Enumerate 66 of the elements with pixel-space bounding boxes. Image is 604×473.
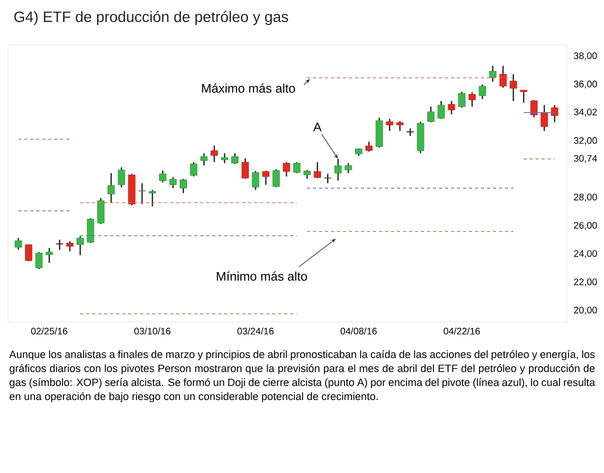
candlestick bbox=[365, 141, 373, 152]
candlestick bbox=[97, 197, 104, 225]
annotation: Máximo más alto bbox=[202, 83, 296, 93]
candlestick bbox=[427, 106, 434, 123]
x-tick-label: 04/08/16 bbox=[340, 328, 377, 334]
chart-title: G4) ETF de producción de petróleo y gas bbox=[14, 10, 288, 26]
candlestick bbox=[46, 247, 53, 264]
candlestick bbox=[540, 104, 548, 132]
candlestick bbox=[530, 99, 538, 118]
candlestick bbox=[282, 162, 290, 178]
candlestick bbox=[551, 104, 558, 123]
candlestick bbox=[200, 152, 208, 166]
y-tick-label: 38,00 bbox=[574, 52, 597, 60]
candlestick bbox=[159, 170, 166, 184]
x-tick-label: 02/25/16 bbox=[31, 328, 68, 334]
y-tick-label: 20,00 bbox=[574, 306, 597, 315]
candlestick bbox=[169, 176, 177, 189]
y-tick-label: 36,00 bbox=[574, 80, 597, 88]
candlestick bbox=[272, 168, 280, 188]
candlestick bbox=[262, 170, 270, 186]
candlestick bbox=[108, 172, 115, 204]
candlestick bbox=[448, 100, 456, 116]
candlestick bbox=[220, 152, 228, 164]
candlestick bbox=[489, 65, 496, 82]
candlestick bbox=[314, 162, 322, 179]
x-tick-label: 04/22/16 bbox=[444, 328, 480, 334]
candlestick bbox=[76, 236, 84, 256]
candlestick bbox=[406, 128, 414, 137]
candlestick bbox=[14, 237, 22, 250]
candlestick bbox=[386, 118, 394, 132]
candlestick bbox=[210, 144, 218, 163]
y-tick-label: 28,00 bbox=[574, 194, 597, 202]
x-tick-label: 03/10/16 bbox=[134, 328, 170, 334]
candlestick bbox=[66, 240, 74, 252]
candlestick bbox=[148, 189, 156, 208]
x-tick-label: 03/24/16 bbox=[237, 328, 274, 334]
candlestick bbox=[35, 251, 43, 270]
y-tick-label: 32,00 bbox=[574, 137, 597, 146]
candlestick bbox=[510, 73, 517, 102]
candlestick bbox=[468, 92, 476, 108]
candlestick bbox=[520, 89, 528, 104]
candlestick bbox=[396, 120, 404, 132]
y-tick-label: 24,00 bbox=[574, 250, 597, 258]
candlestick bbox=[180, 178, 187, 194]
text: Aunque los analistas a finales de marzo y principios de abril pronosticaban la caída de las acciones del petróleo y energía, los gráficos diarios con los pivotes Person mostraron que la previsión para el mes de abril del ETF del petróleo y producción de gas (símbolo: XOP) sería alcista. Se formó un Doji de cierre alcista (punto A) por encima del pivote (línea azul), lo cual resulta en una operación de bajo riesgo con un considerable potencial de crecimiento. bbox=[9, 350, 596, 402]
candlestick bbox=[458, 91, 466, 108]
candlestick bbox=[86, 217, 94, 244]
candlestick bbox=[252, 170, 260, 190]
candlestick bbox=[478, 84, 486, 100]
annotation: A bbox=[313, 122, 322, 132]
y-tick-label: 22,00 bbox=[574, 278, 597, 286]
candlestick bbox=[334, 158, 342, 182]
candlestick bbox=[56, 239, 64, 251]
candlestick bbox=[438, 100, 445, 120]
annotation: Mínimo más alto bbox=[216, 271, 308, 281]
candlestick bbox=[499, 65, 507, 88]
y-tick-label: 30,74 bbox=[574, 154, 598, 163]
candlestick bbox=[138, 182, 146, 205]
candlestick bbox=[190, 162, 198, 178]
candlestick bbox=[118, 166, 126, 188]
y-tick-label: 34,02 bbox=[574, 108, 597, 116]
candlestick bbox=[324, 173, 332, 184]
y-tick-label: 26,00 bbox=[574, 222, 597, 230]
candlestick bbox=[231, 152, 239, 165]
candlestick bbox=[344, 162, 352, 174]
candlestick bbox=[242, 158, 249, 180]
